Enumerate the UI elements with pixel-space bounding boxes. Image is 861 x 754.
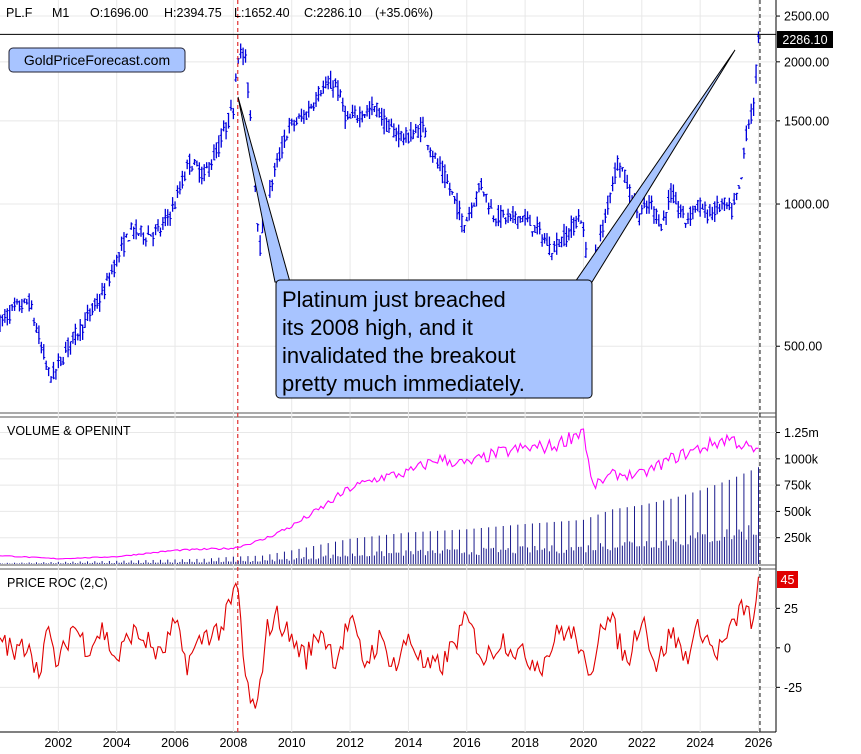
header-close: C:2286.10 (304, 6, 362, 20)
volume-y-tick-label: 1000k (784, 452, 819, 466)
last-price-label: 2286.10 (782, 33, 827, 47)
callout-box (275, 279, 593, 399)
last-roc-tag (777, 571, 798, 588)
x-tick-label: 2026 (745, 736, 773, 750)
x-tick-label: 2018 (511, 736, 539, 750)
roc-y-tick-label: -25 (784, 681, 802, 695)
price-y-tick-label: 2500.00 (784, 10, 829, 24)
open-interest-line (0, 428, 759, 560)
callout-line-4: pretty much immediately. (282, 371, 525, 396)
callout-line-3: invalidated the breakout (282, 343, 516, 368)
x-tick-label: 2010 (278, 736, 306, 750)
price-layer (0, 0, 776, 732)
watermark-badge (8, 47, 186, 73)
roc-panel-title: PRICE ROC (2,C) (7, 576, 108, 590)
callout-line-1: Platinum just breached (282, 287, 506, 312)
volume-y-tick-label: 750k (784, 479, 812, 493)
price-y-tick-label: 1500.00 (784, 114, 829, 128)
x-tick-label: 2004 (103, 736, 131, 750)
header-low: L:1652.40 (234, 6, 290, 20)
x-tick-label: 2016 (453, 736, 481, 750)
volume-y-tick-label: 1.25m (784, 426, 819, 440)
callout-line-2: its 2008 high, and it (282, 315, 473, 340)
x-tick-label: 2008 (219, 736, 247, 750)
last-price-tag (777, 31, 833, 48)
x-tick-label: 2022 (628, 736, 656, 750)
watermark-text: GoldPriceForecast.com (24, 52, 170, 68)
volume-panel-title: VOLUME & OPENINT (7, 424, 131, 438)
x-tick-label: 2002 (44, 736, 72, 750)
volume-y-tick-label: 250k (784, 531, 812, 545)
header-open: O:1696.00 (90, 6, 148, 20)
volume-y-tick-label: 500k (784, 505, 812, 519)
price-y-tick-label: 500.00 (784, 340, 822, 354)
last-roc-label: 45 (781, 573, 795, 587)
roc-layer (0, 576, 760, 709)
callout-pointer-left (237, 96, 291, 283)
annotation-callout: Platinum just breached its 2008 high, an… (237, 49, 736, 399)
header-high: H:2394.75 (164, 6, 222, 20)
axis-layer: 2002 2004 2006 2008 2010 2012 2014 2016 2018 2020… (44, 10, 829, 750)
x-tick-label: 2024 (686, 736, 714, 750)
roc-y-tick-label: 0 (784, 641, 791, 655)
callout-pointer-right (574, 49, 736, 283)
volume-layer (0, 428, 759, 564)
x-tick-label: 2014 (395, 736, 423, 750)
header-symbol: PL.F (6, 6, 33, 20)
price-y-tick-label: 1000.00 (784, 198, 829, 212)
header-interval: M1 (52, 6, 69, 20)
price-y-tick-label: 2000.00 (784, 55, 829, 69)
x-tick-label: 2006 (161, 736, 189, 750)
x-tick-label: 2020 (570, 736, 598, 750)
roc-line (0, 576, 760, 709)
roc-y-tick-label: 25 (784, 602, 798, 616)
header-change: (+35.06%) (375, 6, 433, 20)
x-tick-label: 2012 (336, 736, 364, 750)
